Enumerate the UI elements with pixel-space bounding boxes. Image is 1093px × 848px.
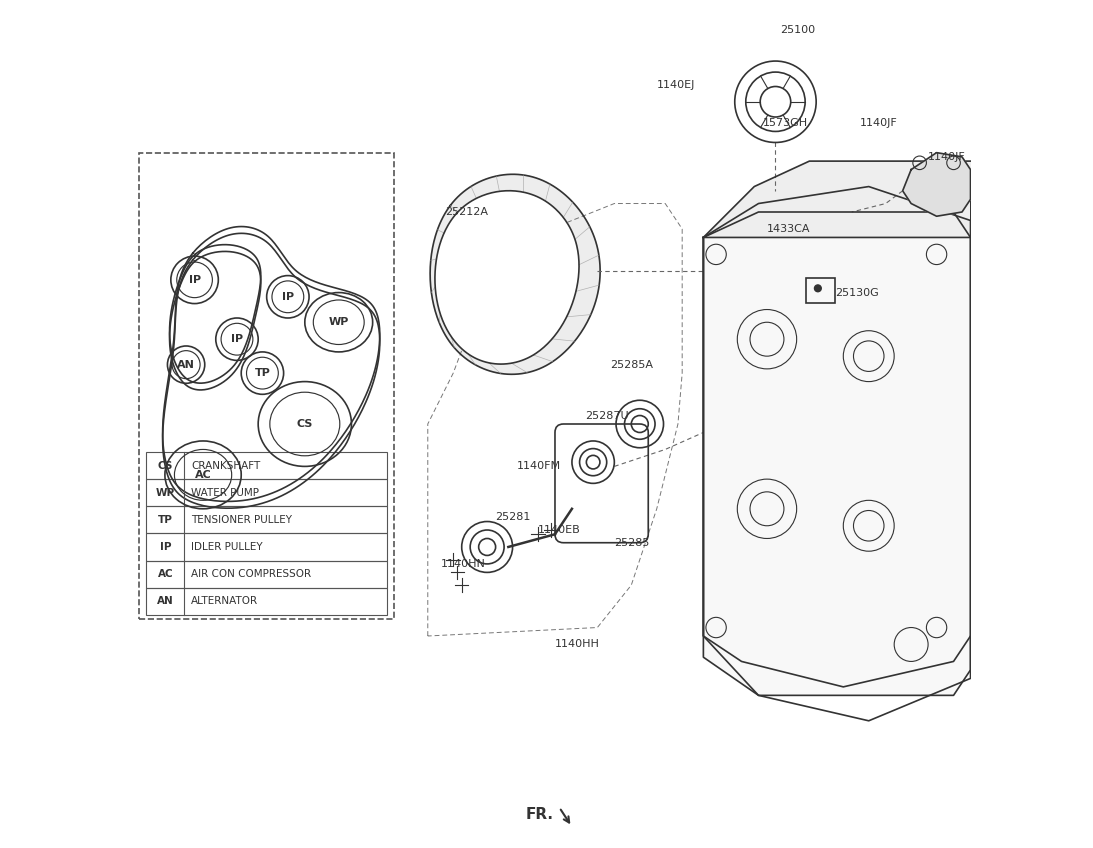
Bar xyxy=(146,588,387,615)
Text: WATER PUMP: WATER PUMP xyxy=(191,488,259,498)
Bar xyxy=(146,533,387,561)
Text: AN: AN xyxy=(157,596,174,606)
Circle shape xyxy=(814,285,821,292)
Text: WP: WP xyxy=(329,317,349,327)
Text: AC: AC xyxy=(195,470,211,480)
Text: AN: AN xyxy=(177,360,195,370)
Text: TP: TP xyxy=(157,515,173,525)
Polygon shape xyxy=(431,175,600,374)
Bar xyxy=(146,479,387,506)
Text: 25100: 25100 xyxy=(779,25,814,35)
Text: 25285A: 25285A xyxy=(610,360,654,370)
Text: 1140FM: 1140FM xyxy=(517,461,561,471)
Text: 1140JF: 1140JF xyxy=(928,152,966,162)
Text: CRANKSHAFT: CRANKSHAFT xyxy=(191,460,260,471)
Text: 1140EJ: 1140EJ xyxy=(657,80,695,90)
Text: IP: IP xyxy=(188,275,201,285)
Text: 1140HH: 1140HH xyxy=(555,639,600,650)
Text: TP: TP xyxy=(255,368,270,378)
Bar xyxy=(146,452,387,479)
Text: AIR CON COMPRESSOR: AIR CON COMPRESSOR xyxy=(191,569,312,579)
Text: 1573GH: 1573GH xyxy=(763,118,808,128)
Text: 25212A: 25212A xyxy=(445,207,487,217)
Polygon shape xyxy=(435,191,579,364)
Polygon shape xyxy=(704,161,1013,237)
Text: 1140HN: 1140HN xyxy=(440,559,485,569)
Text: IP: IP xyxy=(231,334,243,344)
Bar xyxy=(146,561,387,588)
Text: WP: WP xyxy=(156,488,175,498)
Text: CS: CS xyxy=(157,460,173,471)
Text: 1140JF: 1140JF xyxy=(860,118,898,128)
Polygon shape xyxy=(903,153,971,216)
Bar xyxy=(146,506,387,533)
Text: TENSIONER PULLEY: TENSIONER PULLEY xyxy=(191,515,292,525)
Text: 25281: 25281 xyxy=(495,512,531,522)
Text: 25130G: 25130G xyxy=(835,287,879,298)
Text: IP: IP xyxy=(282,292,294,302)
Text: 25285: 25285 xyxy=(614,538,649,548)
Text: 25287U: 25287U xyxy=(585,410,628,421)
Text: IP: IP xyxy=(160,542,172,552)
Text: 1140EB: 1140EB xyxy=(538,525,580,535)
Text: 1433CA: 1433CA xyxy=(767,224,811,234)
Polygon shape xyxy=(704,212,971,695)
Text: FR.: FR. xyxy=(526,806,553,822)
Text: CS: CS xyxy=(296,419,313,429)
Text: ALTERNATOR: ALTERNATOR xyxy=(191,596,258,606)
Text: IDLER PULLEY: IDLER PULLEY xyxy=(191,542,262,552)
Text: AC: AC xyxy=(157,569,173,579)
